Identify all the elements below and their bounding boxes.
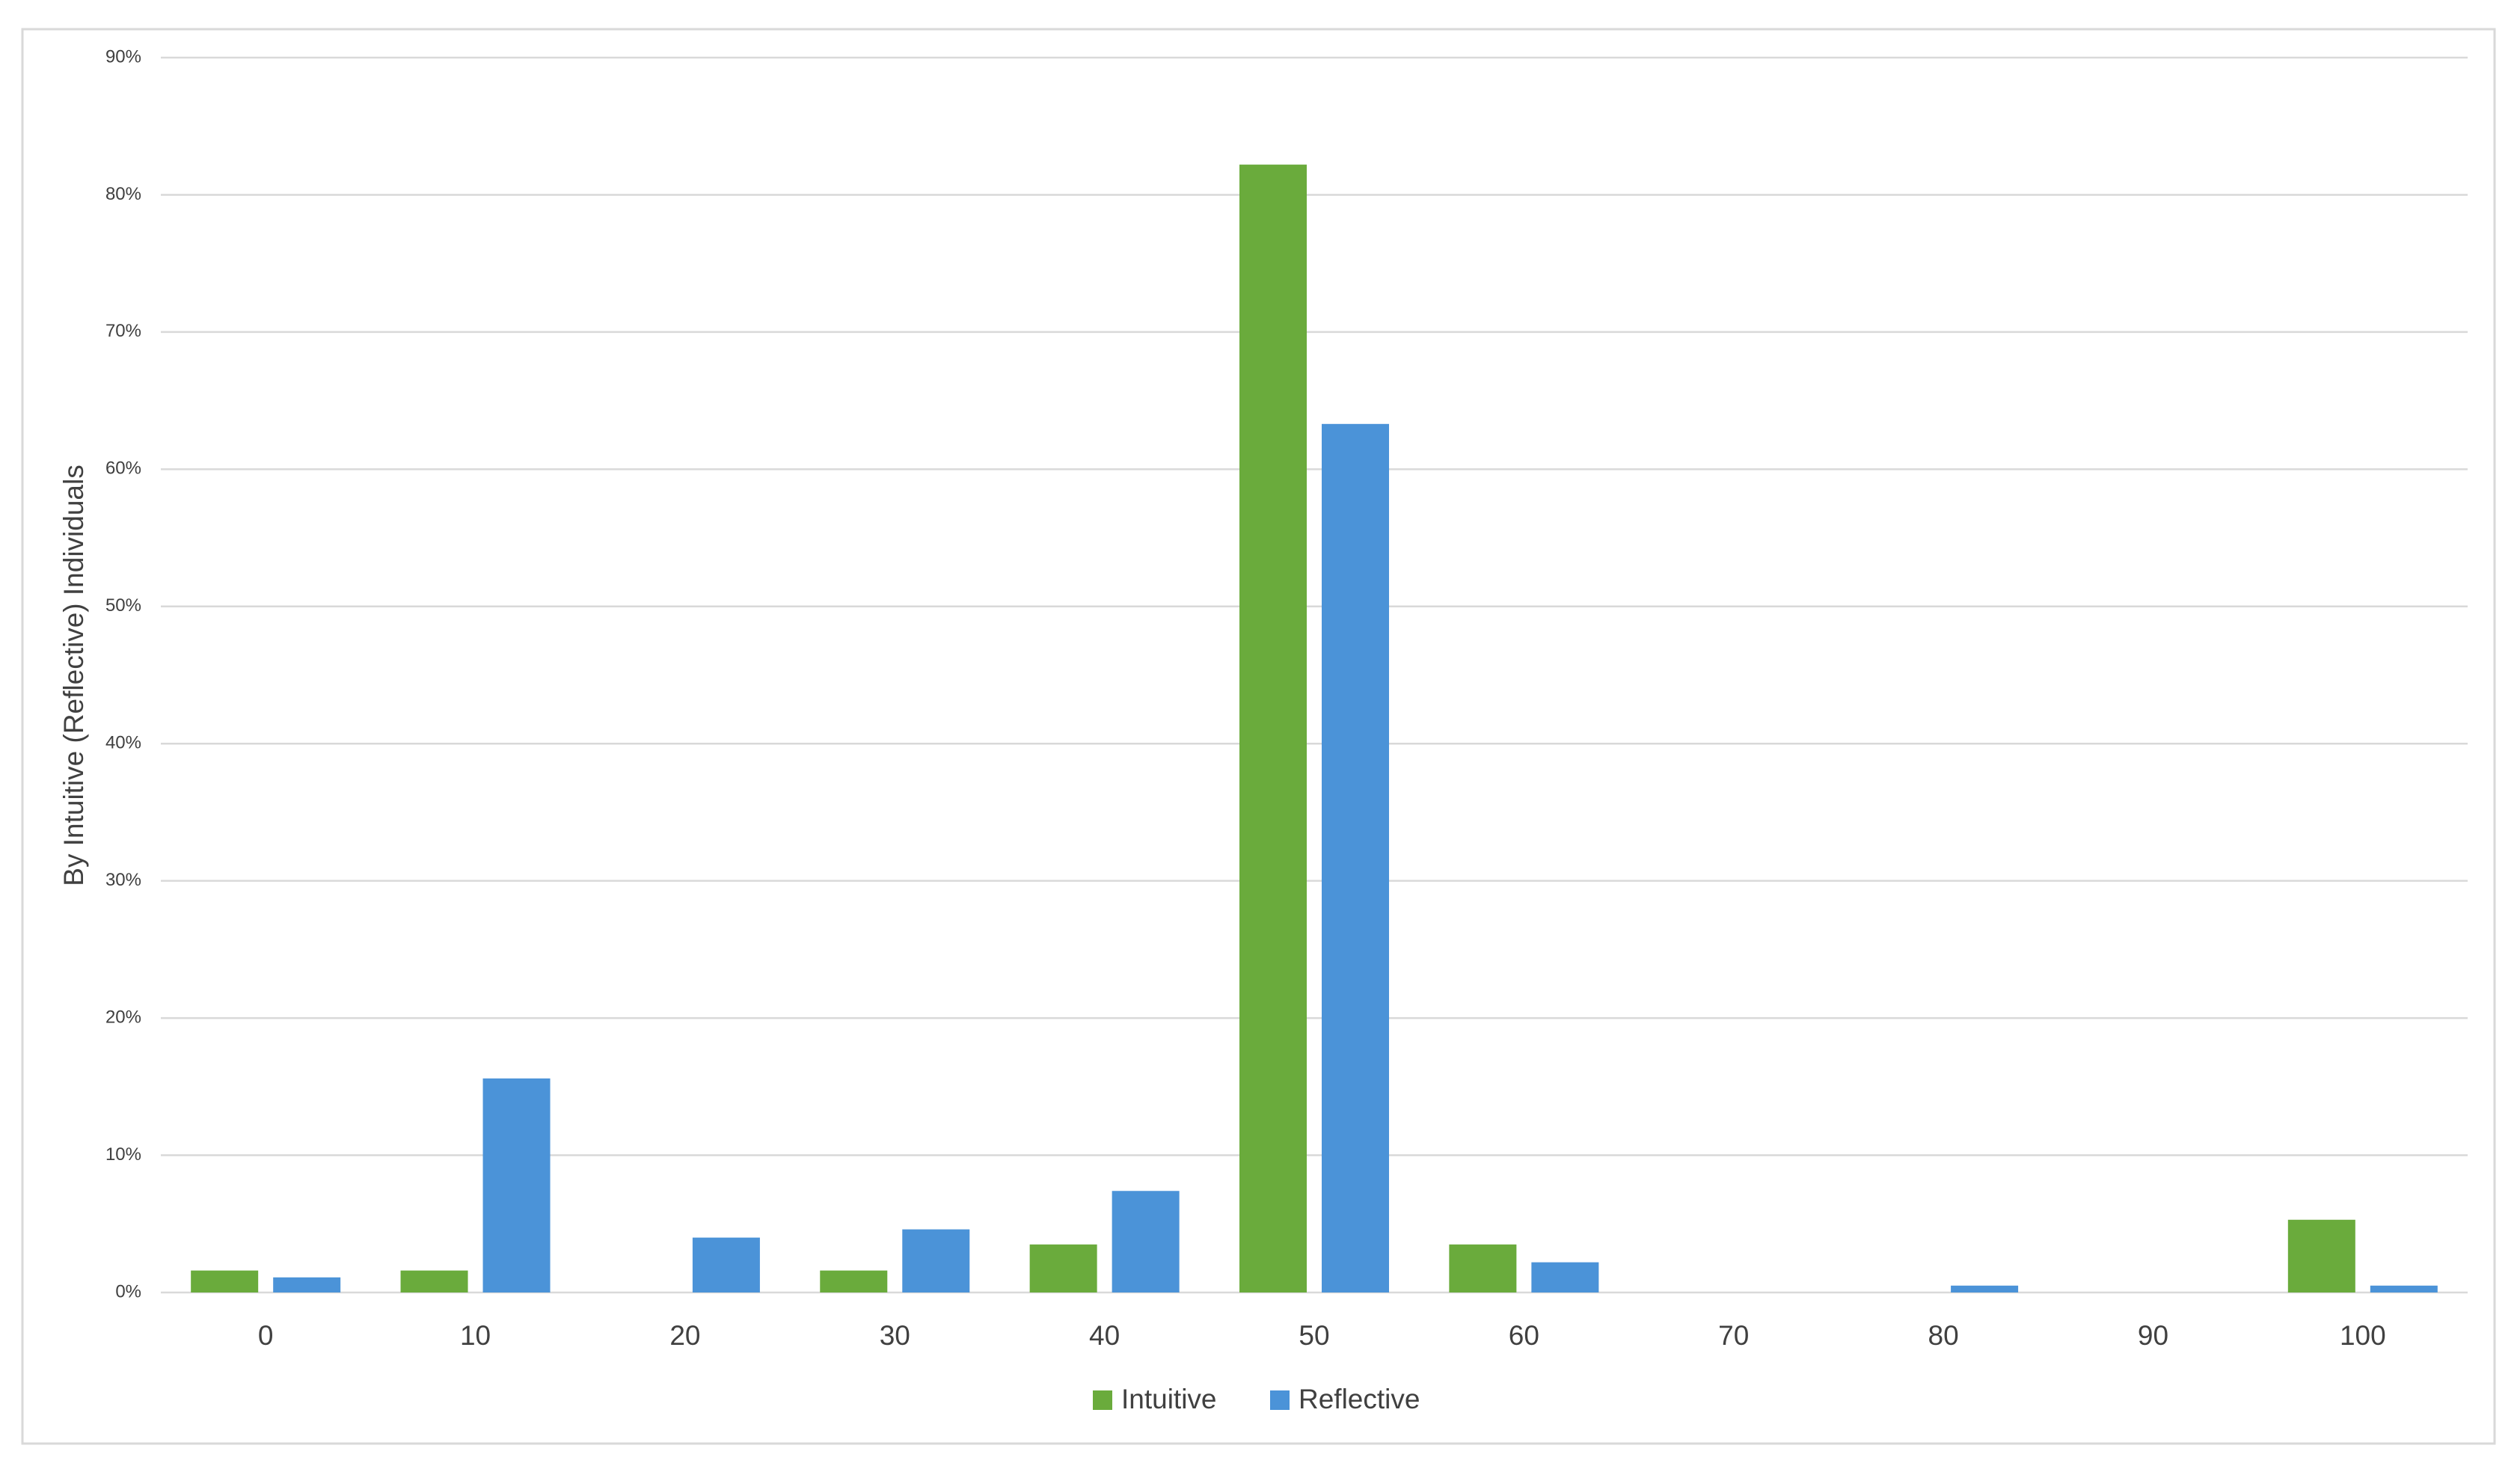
legend-swatch [1270, 1390, 1290, 1410]
bar [1112, 1191, 1180, 1292]
bar [1029, 1244, 1097, 1292]
bar [273, 1277, 341, 1292]
bar [2370, 1285, 2438, 1292]
x-tick-label: 100 [2340, 1320, 2386, 1351]
y-axis-title: By Intuitive (Reflective) Individuals [58, 464, 89, 886]
bar [1449, 1244, 1517, 1292]
y-tick-label: 40% [105, 733, 141, 753]
y-tick-label: 0% [115, 1281, 141, 1301]
bar [1239, 165, 1307, 1292]
legend-label: Reflective [1299, 1384, 1420, 1414]
y-tick-label: 50% [105, 595, 141, 616]
bar [902, 1229, 970, 1292]
x-tick-label: 20 [669, 1320, 700, 1351]
x-tick-label: 10 [460, 1320, 491, 1351]
legend-swatch [1093, 1390, 1112, 1410]
bar [482, 1078, 551, 1292]
bar [692, 1237, 760, 1292]
bar [400, 1270, 468, 1292]
bar [191, 1270, 259, 1292]
x-tick-label: 0 [258, 1320, 274, 1351]
x-tick-label: 60 [1509, 1320, 1539, 1351]
legend-label: Intuitive [1121, 1384, 1217, 1414]
bar [1531, 1262, 1599, 1292]
x-tick-label: 40 [1089, 1320, 1120, 1351]
x-tick-label: 70 [1718, 1320, 1749, 1351]
bar [820, 1270, 888, 1292]
y-tick-label: 60% [105, 458, 141, 479]
x-tick-label: 90 [2138, 1320, 2168, 1351]
y-tick-label: 10% [105, 1144, 141, 1165]
y-tick-label: 20% [105, 1007, 141, 1027]
bar [2287, 1219, 2355, 1292]
x-tick-label: 80 [1928, 1320, 1959, 1351]
bar [1322, 423, 1389, 1293]
x-tick-label: 50 [1299, 1320, 1329, 1351]
y-tick-label: 70% [105, 321, 141, 341]
y-tick-label: 80% [105, 184, 141, 204]
y-tick-label: 90% [105, 46, 141, 67]
bar [1951, 1285, 2019, 1292]
x-tick-label: 30 [880, 1320, 910, 1351]
y-tick-label: 30% [105, 870, 141, 890]
